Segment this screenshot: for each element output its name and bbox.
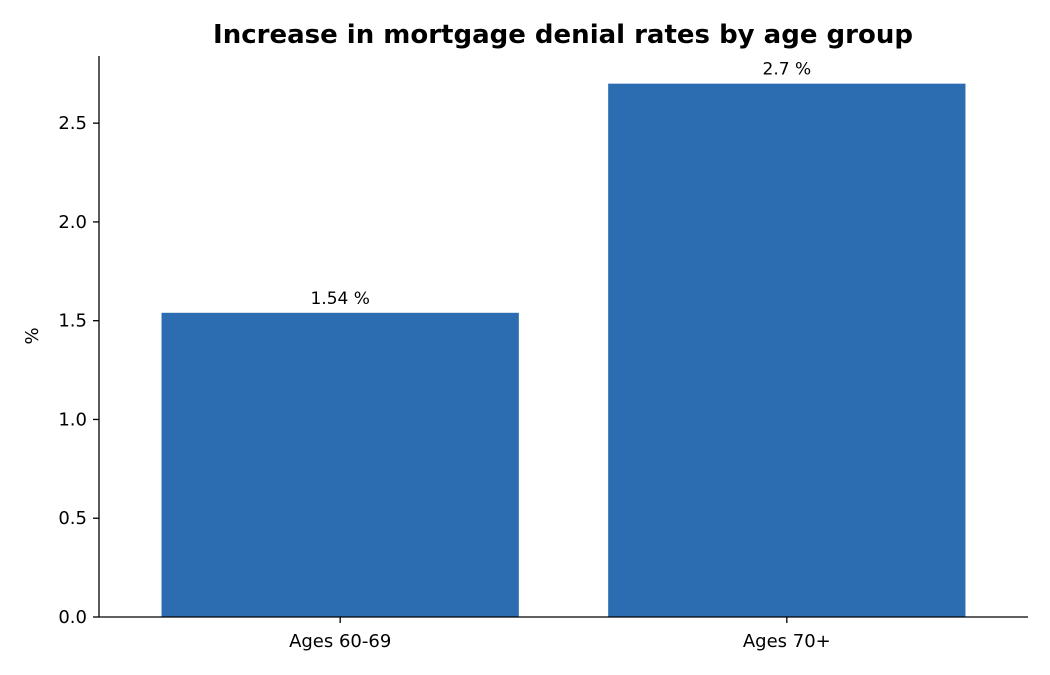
data-labels-group: 1.54 % 2.7 % [310, 60, 811, 309]
bar-0 [161, 312, 519, 617]
data-label-0: 1.54 % [310, 289, 369, 309]
x-tick-label-1: Ages 70+ [743, 631, 831, 652]
y-tick-label-3: 1.5 [58, 311, 87, 332]
y-axis-label: % [22, 327, 43, 344]
bar-1 [608, 83, 966, 618]
x-axis-ticks: Ages 60-69 Ages 70+ [289, 617, 831, 652]
chart-title: Increase in mortgage denial rates by age… [213, 20, 913, 50]
y-tick-label-1: 0.5 [58, 508, 87, 529]
data-label-1: 2.7 % [763, 60, 812, 80]
y-tick-label-2: 1.0 [58, 409, 87, 430]
bars-group [161, 83, 966, 618]
y-tick-label-0: 0.0 [58, 607, 87, 628]
y-axis-ticks: 0.0 0.5 1.0 1.5 2.0 2.5 [58, 113, 99, 628]
y-tick-label-5: 2.5 [58, 113, 87, 134]
x-tick-label-0: Ages 60-69 [289, 631, 391, 652]
y-tick-label-4: 2.0 [58, 212, 87, 233]
